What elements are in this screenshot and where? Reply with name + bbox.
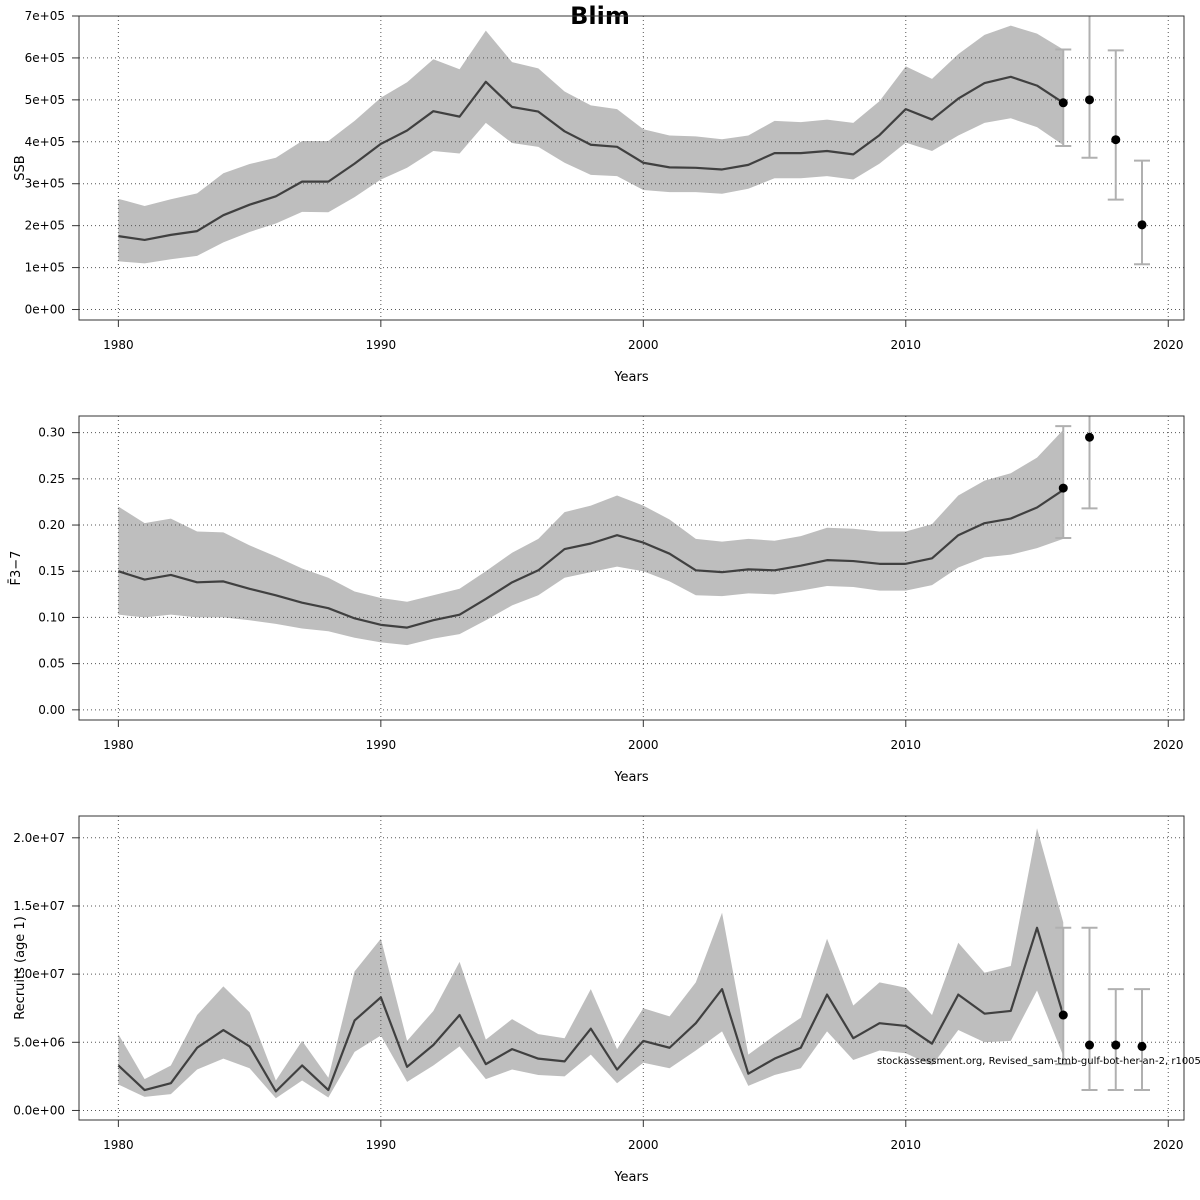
x-tick-label: 2020 (1153, 338, 1184, 352)
x-axis-title: Years (613, 1170, 649, 1185)
x-tick-label: 2020 (1153, 738, 1184, 752)
plot-area (79, 416, 1184, 720)
estimate-line (118, 489, 1064, 629)
plot-area (79, 816, 1184, 1120)
y-tick-label: 5e+05 (25, 93, 65, 107)
x-tick-label: 1990 (366, 1138, 397, 1152)
y-tick-label: 0.0e+00 (13, 1103, 65, 1117)
y-tick-label: 7e+05 (25, 9, 65, 23)
x-tick-label: 2020 (1153, 1138, 1184, 1152)
x-axis-title: Years (613, 370, 649, 385)
x-tick-label: 1990 (366, 338, 397, 352)
recruits-panel: 1980 1990 2000 2010 2020 0.0e+00 5.0e+06 1.0e+0… (13, 815, 1185, 1185)
y-tick-label: 0.05 (38, 657, 65, 671)
forecast-point (1137, 220, 1147, 230)
estimate-line (118, 75, 1064, 242)
y-tick-label: 2.0e+07 (13, 831, 65, 845)
forecast-point (1058, 98, 1068, 108)
plot-area (79, 16, 1184, 320)
plot-frame (78, 415, 1185, 721)
forecast-point (1111, 135, 1121, 145)
y-tick-label: 2e+05 (25, 219, 65, 233)
x-tick-label: 2010 (891, 338, 922, 352)
y-tick-label: 0.30 (38, 426, 65, 440)
y-tick-label: 0e+00 (25, 303, 65, 317)
x-tick-label: 2010 (891, 1138, 922, 1152)
forecast-point (1085, 432, 1095, 442)
confidence-band (118, 828, 1064, 1099)
forecast-point (1137, 1041, 1147, 1051)
confidence-band (118, 429, 1064, 646)
x-tick-label: 2000 (628, 738, 659, 752)
y-tick-label: 1.0e+07 (13, 967, 65, 981)
forecast-point (1058, 1010, 1068, 1020)
x-tick-label: 1980 (103, 338, 134, 352)
y-tick-label: 1e+05 (25, 261, 65, 275)
forecast-point (1085, 1040, 1095, 1050)
plot-frame (78, 815, 1185, 1121)
y-tick-label: 1.5e+07 (13, 899, 65, 913)
x-tick-label: 1980 (103, 738, 134, 752)
y-axis-title: F̄3−7 (9, 551, 24, 586)
x-tick-label: 1990 (366, 738, 397, 752)
estimate-line (117, 926, 1065, 1093)
y-tick-label: 0.10 (38, 610, 65, 624)
y-axis-title: SSB (13, 155, 28, 180)
y-tick-label: 3e+05 (25, 177, 65, 191)
plot-frame (78, 15, 1185, 321)
forecast-point (1085, 95, 1095, 105)
x-tick-label: 2000 (628, 338, 659, 352)
x-tick-label: 1980 (103, 1138, 134, 1152)
y-tick-label: 4e+05 (25, 135, 65, 149)
x-tick-label: 2010 (891, 738, 922, 752)
y-tick-label: 0.15 (38, 564, 65, 578)
x-tick-label: 2000 (628, 1138, 659, 1152)
ssb-panel: 1980 1990 2000 2010 2020 0e+00 1e+05 2e+05 3e+05… (13, 9, 1185, 385)
y-tick-label: 0.25 (38, 472, 65, 486)
y-tick-label: 5.0e+06 (13, 1035, 65, 1049)
y-tick-label: 0.20 (38, 518, 65, 532)
footnote: stockassessment.org, Revised_sam-tmb-gul… (877, 1056, 1200, 1067)
forecast-point (1058, 483, 1068, 493)
y-tick-label: 0.00 (38, 703, 65, 717)
y-tick-label: 6e+05 (25, 51, 65, 65)
x-axis-title: Years (613, 770, 649, 785)
fbar-panel: 1980 1990 2000 2010 2020 0.00 0.05 0.10 0.15 0.20… (9, 415, 1185, 785)
y-axis-title: Recruits (age 1) (13, 916, 28, 1020)
forecast-point (1111, 1040, 1121, 1050)
